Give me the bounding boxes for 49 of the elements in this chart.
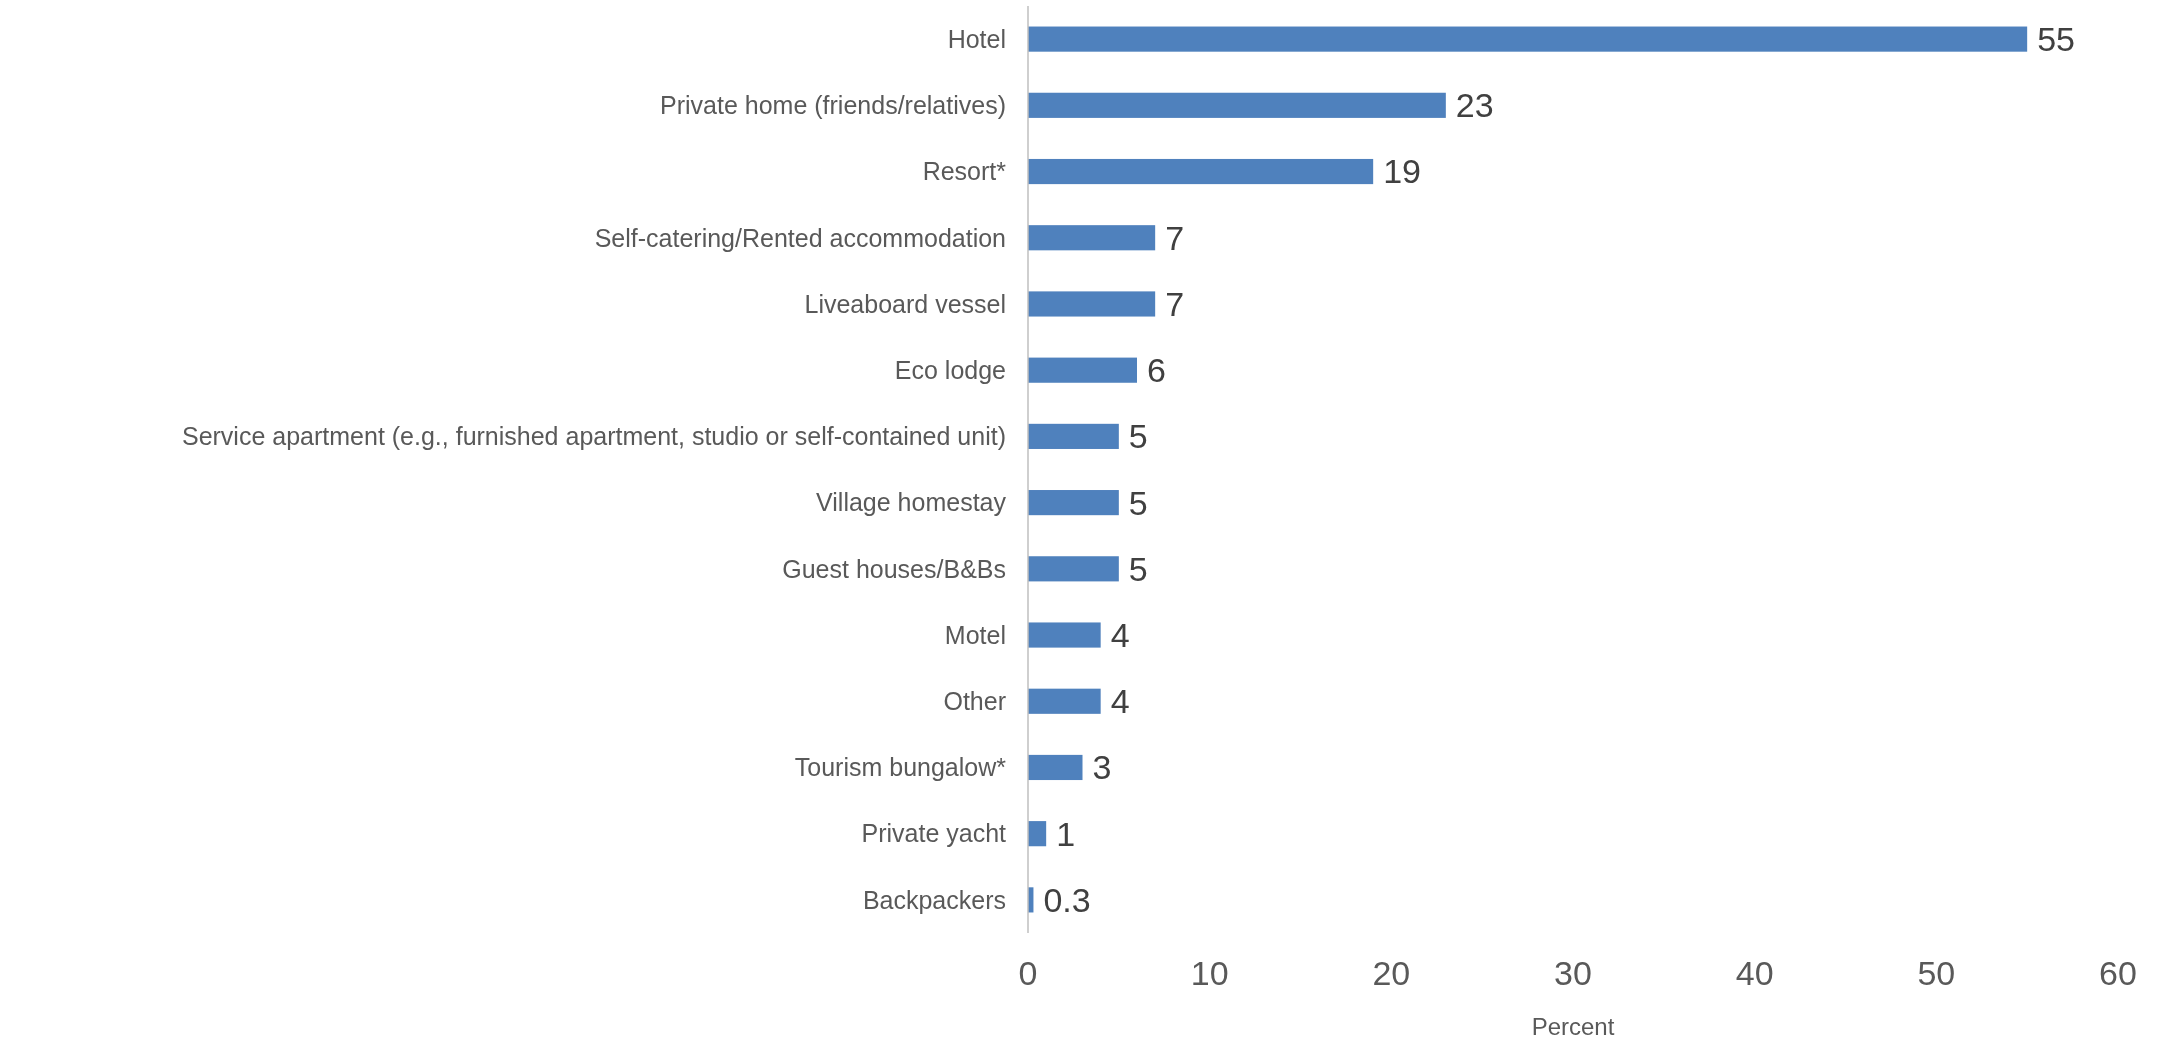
data-label: 0.3: [1043, 880, 1091, 919]
y-tick-label: Motel: [944, 620, 1006, 649]
data-label: 1: [1056, 814, 1076, 853]
y-tick-label: Village homestay: [816, 488, 1007, 517]
bar: [1028, 688, 1101, 714]
y-tick-label: Liveaboard vessel: [804, 289, 1006, 318]
data-label: 4: [1110, 682, 1130, 721]
bar: [1028, 423, 1119, 449]
data-label: 5: [1128, 483, 1148, 522]
data-label: 5: [1128, 549, 1148, 588]
bar: [1028, 291, 1156, 317]
data-label: 19: [1383, 152, 1421, 191]
y-tick-label: Eco lodge: [894, 355, 1006, 384]
bar: [1028, 821, 1047, 847]
bar: [1028, 92, 1446, 118]
bar: [1028, 26, 2028, 52]
y-tick-label: Hotel: [947, 24, 1006, 53]
x-tick-label: 60: [2099, 954, 2137, 992]
data-label: 55: [2037, 20, 2075, 59]
y-tick-label: Guest houses/B&Bs: [782, 554, 1006, 583]
x-tick-label: 10: [1190, 954, 1229, 992]
y-tick-label: Private home (friends/relatives): [660, 91, 1006, 120]
bar: [1028, 158, 1374, 185]
x-tick-label: 30: [1554, 954, 1592, 992]
data-label: 7: [1165, 218, 1185, 257]
bar: [1028, 622, 1101, 648]
data-label: 23: [1455, 86, 1494, 125]
y-tick-label: Other: [943, 687, 1006, 715]
data-label: 3: [1092, 748, 1112, 787]
x-tick-label: 0: [1018, 954, 1038, 992]
bar: [1028, 225, 1156, 251]
bar: [1028, 754, 1083, 781]
x-tick-label: 20: [1372, 954, 1411, 992]
y-tick-label: Self-catering/Rented accommodation: [594, 223, 1006, 252]
y-tick-label: Resort*: [922, 157, 1007, 186]
data-label: 4: [1110, 615, 1130, 654]
data-label: 6: [1147, 351, 1166, 390]
x-tick-label: 50: [1917, 954, 1956, 992]
x-axis-title: Percent: [1531, 1013, 1615, 1040]
bar: [1028, 490, 1119, 516]
data-label: 5: [1128, 417, 1148, 456]
y-tick-label: Tourism bungalow*: [794, 753, 1007, 782]
data-label: 7: [1165, 284, 1185, 323]
bar: [1028, 357, 1137, 383]
bar: [1028, 556, 1119, 582]
y-tick-label: Service apartment (e.g., furnished apartment, studio or self-contained unit): [181, 422, 1006, 451]
y-tick-label: Private yacht: [861, 819, 1007, 848]
x-tick-label: 40: [1735, 954, 1774, 992]
y-tick-label: Backpackers: [862, 885, 1006, 914]
